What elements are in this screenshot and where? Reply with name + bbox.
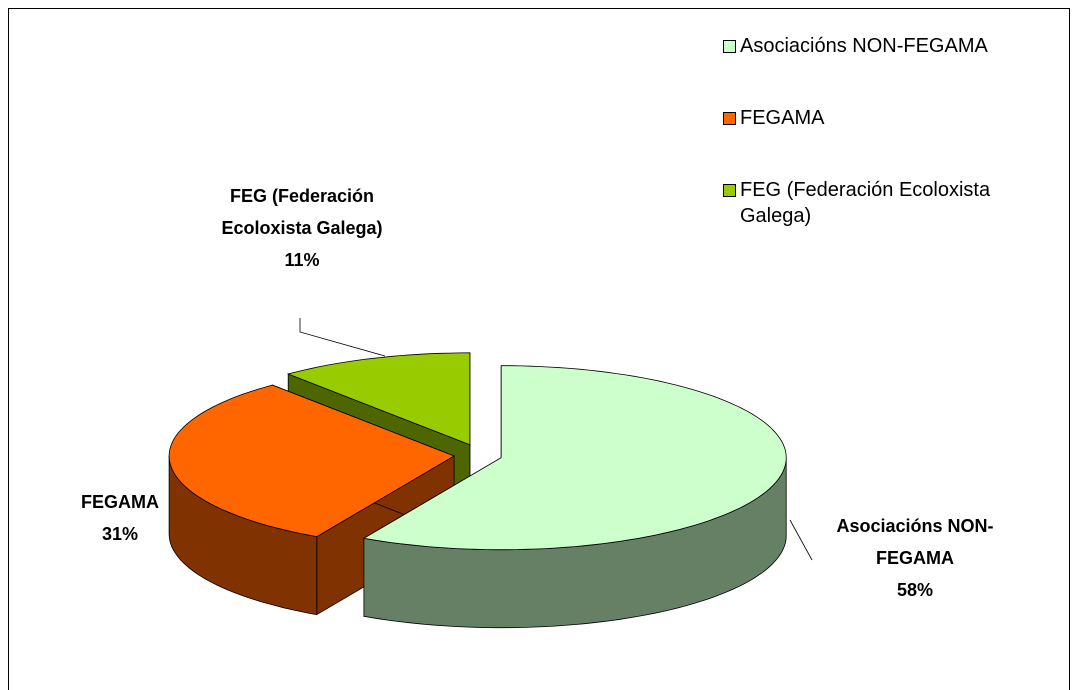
legend-swatch	[723, 184, 736, 197]
chart-border	[8, 8, 1070, 690]
leader-line	[299, 318, 386, 357]
data-label-value: 31%	[101, 524, 139, 544]
legend-swatch	[723, 112, 736, 125]
data-label: FEGAMA 31%	[40, 486, 200, 550]
legend-label: FEGAMA	[740, 107, 825, 129]
legend-item: Asociacións NON-FEGAMA	[723, 33, 1063, 59]
data-label-name: FEGAMA	[81, 492, 159, 512]
data-label: Asociacións NON-FEGAMA 58%	[800, 510, 1030, 606]
legend-item: FEG (Federación Ecoloxista Galega)	[723, 177, 1063, 229]
data-label: FEG (Federación Ecoloxista Galega) 11%	[212, 180, 392, 276]
data-label-value: 11%	[284, 250, 320, 270]
legend-label: FEG (Federación Ecoloxista Galega)	[740, 179, 991, 227]
legend-swatch	[723, 40, 736, 53]
slice	[168, 384, 456, 538]
data-label-name: Asociacións NON-FEGAMA	[836, 516, 994, 568]
legend-item: FEGAMA	[723, 105, 1063, 131]
data-label-value: 58%	[896, 580, 934, 600]
slice	[362, 365, 787, 551]
data-label-name: FEG (Federación Ecoloxista Galega)	[221, 186, 383, 238]
legend-label: Asociacións NON-FEGAMA	[740, 35, 988, 57]
slice	[286, 352, 471, 446]
leader-line	[789, 519, 813, 561]
